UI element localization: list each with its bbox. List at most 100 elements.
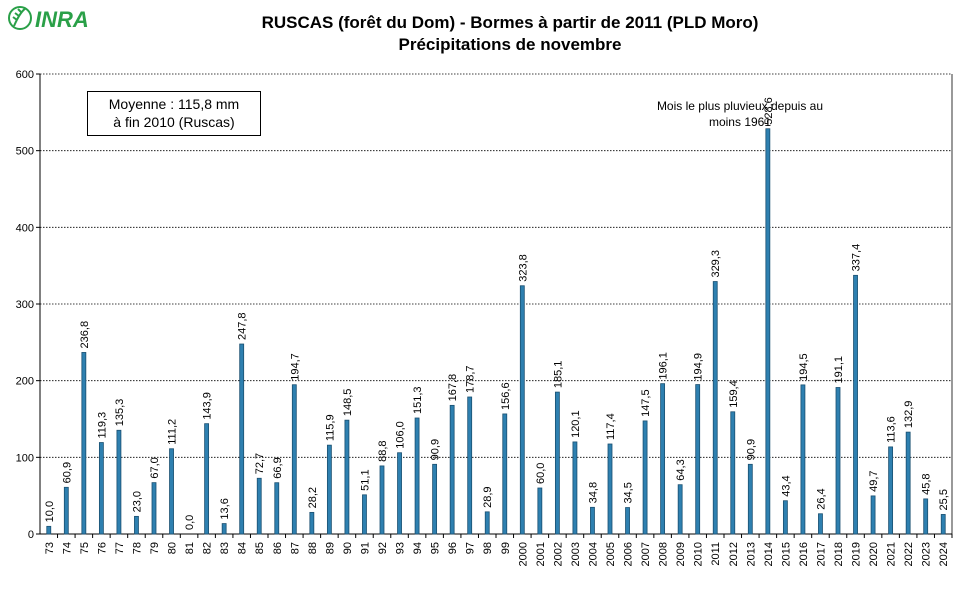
inra-logo: INRA — [8, 6, 89, 32]
value-label-88: 28,2 — [307, 487, 319, 508]
bar-76 — [98, 442, 104, 535]
average-line2: à fin 2010 (Ruscas) — [113, 114, 235, 130]
value-label-2024: 25,5 — [938, 489, 950, 510]
bar-77 — [116, 429, 122, 535]
bar-2015 — [782, 500, 788, 535]
x-tick-label-95: 95 — [430, 542, 442, 554]
x-tick-label-2000: 2000 — [517, 542, 529, 566]
x-tick-label-2020: 2020 — [868, 542, 880, 566]
value-label-2009: 64,3 — [675, 459, 687, 480]
value-label-2020: 49,7 — [868, 470, 880, 491]
x-tick-label-89: 89 — [324, 542, 336, 554]
bar-73 — [46, 525, 52, 535]
bar-86 — [274, 482, 280, 535]
x-tick-label-2006: 2006 — [623, 542, 635, 566]
bar-2000 — [519, 285, 525, 535]
x-tick-label-73: 73 — [44, 542, 56, 554]
bar-2008 — [660, 383, 666, 535]
bar-94 — [414, 417, 420, 535]
y-tick-label: 600 — [16, 69, 34, 81]
value-label-2019: 337,4 — [851, 244, 863, 272]
logo-text: INRA — [35, 7, 89, 32]
value-label-92: 88,8 — [377, 440, 389, 461]
bar-2012 — [730, 411, 736, 535]
bar-2017 — [818, 513, 823, 535]
value-label-2004: 34,8 — [587, 482, 599, 503]
x-tick-label-80: 80 — [167, 542, 179, 554]
value-label-2022: 132,9 — [903, 401, 915, 429]
x-tick-label-2008: 2008 — [658, 542, 670, 566]
y-tick-label: 200 — [16, 376, 34, 388]
value-label-86: 66,9 — [272, 457, 284, 478]
bar-90 — [344, 419, 350, 535]
value-label-2012: 159,4 — [728, 380, 740, 408]
y-tick-label: 400 — [16, 222, 34, 234]
bar-2002 — [554, 391, 560, 535]
value-label-2014: 528,6 — [763, 97, 775, 125]
bars — [46, 128, 946, 535]
value-label-85: 72,7 — [254, 453, 266, 474]
value-label-75: 236,8 — [79, 321, 91, 349]
bar-2007 — [642, 420, 648, 535]
bar-78 — [134, 515, 139, 535]
x-tick-label-2014: 2014 — [763, 542, 775, 566]
bar-2016 — [800, 384, 806, 535]
bar-74 — [63, 486, 69, 535]
x-tick-label-77: 77 — [114, 542, 126, 554]
value-label-2017: 26,4 — [815, 488, 827, 509]
bar-79 — [151, 482, 157, 535]
bar-2019 — [853, 274, 858, 535]
value-label-98: 28,9 — [482, 486, 494, 507]
chart-title-line2: Précipitations de novembre — [398, 35, 622, 54]
bar-93 — [397, 452, 402, 535]
value-label-94: 151,3 — [412, 386, 424, 414]
x-tick-label-75: 75 — [79, 542, 91, 554]
bar-2020 — [870, 495, 876, 535]
x-tick-label-84: 84 — [237, 542, 249, 554]
value-label-2010: 194,9 — [693, 353, 705, 381]
x-tick-label-86: 86 — [272, 542, 284, 554]
peak-annotation: Mois le plus pluvieux depuis au moins 19… — [640, 98, 840, 130]
value-label-93: 106,0 — [395, 421, 407, 449]
bar-96 — [449, 404, 455, 535]
bar-2009 — [677, 484, 683, 535]
value-label-81: 0,0 — [184, 515, 196, 530]
bar-2004 — [590, 506, 595, 535]
x-tick-label-76: 76 — [96, 542, 108, 554]
value-label-97: 178,7 — [465, 365, 477, 393]
bar-2024 — [940, 514, 946, 535]
bar-2011 — [712, 281, 718, 535]
value-label-78: 23,0 — [131, 491, 143, 512]
chart-title-line1: RUSCAS (forêt du Dom) - Bormes à partir … — [261, 13, 759, 32]
x-tick-label-2002: 2002 — [552, 542, 564, 566]
x-tick-label-87: 87 — [289, 542, 301, 554]
x-tick-label-2005: 2005 — [605, 542, 617, 566]
average-line1: Moyenne : 115,8 mm — [108, 96, 240, 112]
x-tick-label-2007: 2007 — [640, 542, 652, 566]
bar-2005 — [607, 443, 613, 535]
value-label-79: 67,0 — [149, 457, 161, 478]
peak-note-line2: moins 1961 — [708, 115, 772, 129]
x-tick-label-2023: 2023 — [921, 542, 933, 566]
value-label-2015: 43,4 — [780, 475, 792, 496]
bar-2003 — [572, 441, 578, 535]
bar-2022 — [905, 431, 911, 535]
x-axis: 73 74 75 76 77 78 79 80 81 82 83 84 85 86 87 88 89 90 91 92… — [40, 533, 953, 566]
value-label-2021: 113,6 — [886, 416, 898, 443]
value-label-95: 90,9 — [430, 439, 442, 460]
bar-2014 — [765, 128, 771, 535]
x-tick-label-2004: 2004 — [587, 542, 599, 566]
y-axis: 0 100 200 300 400 500 600 — [16, 69, 953, 541]
bar-2023 — [923, 498, 929, 535]
y-tick-label: 100 — [16, 452, 34, 464]
bar-2021 — [888, 446, 894, 535]
x-tick-label-92: 92 — [377, 542, 389, 554]
value-label-80: 111,2 — [167, 419, 179, 445]
value-label-2005: 117,4 — [605, 413, 617, 440]
bar-91 — [362, 494, 367, 535]
bar-2018 — [835, 387, 841, 535]
y-tick-label: 300 — [16, 299, 34, 311]
value-label-73: 10,0 — [44, 501, 56, 522]
x-tick-label-94: 94 — [412, 542, 424, 554]
x-tick-label-97: 97 — [465, 542, 477, 554]
